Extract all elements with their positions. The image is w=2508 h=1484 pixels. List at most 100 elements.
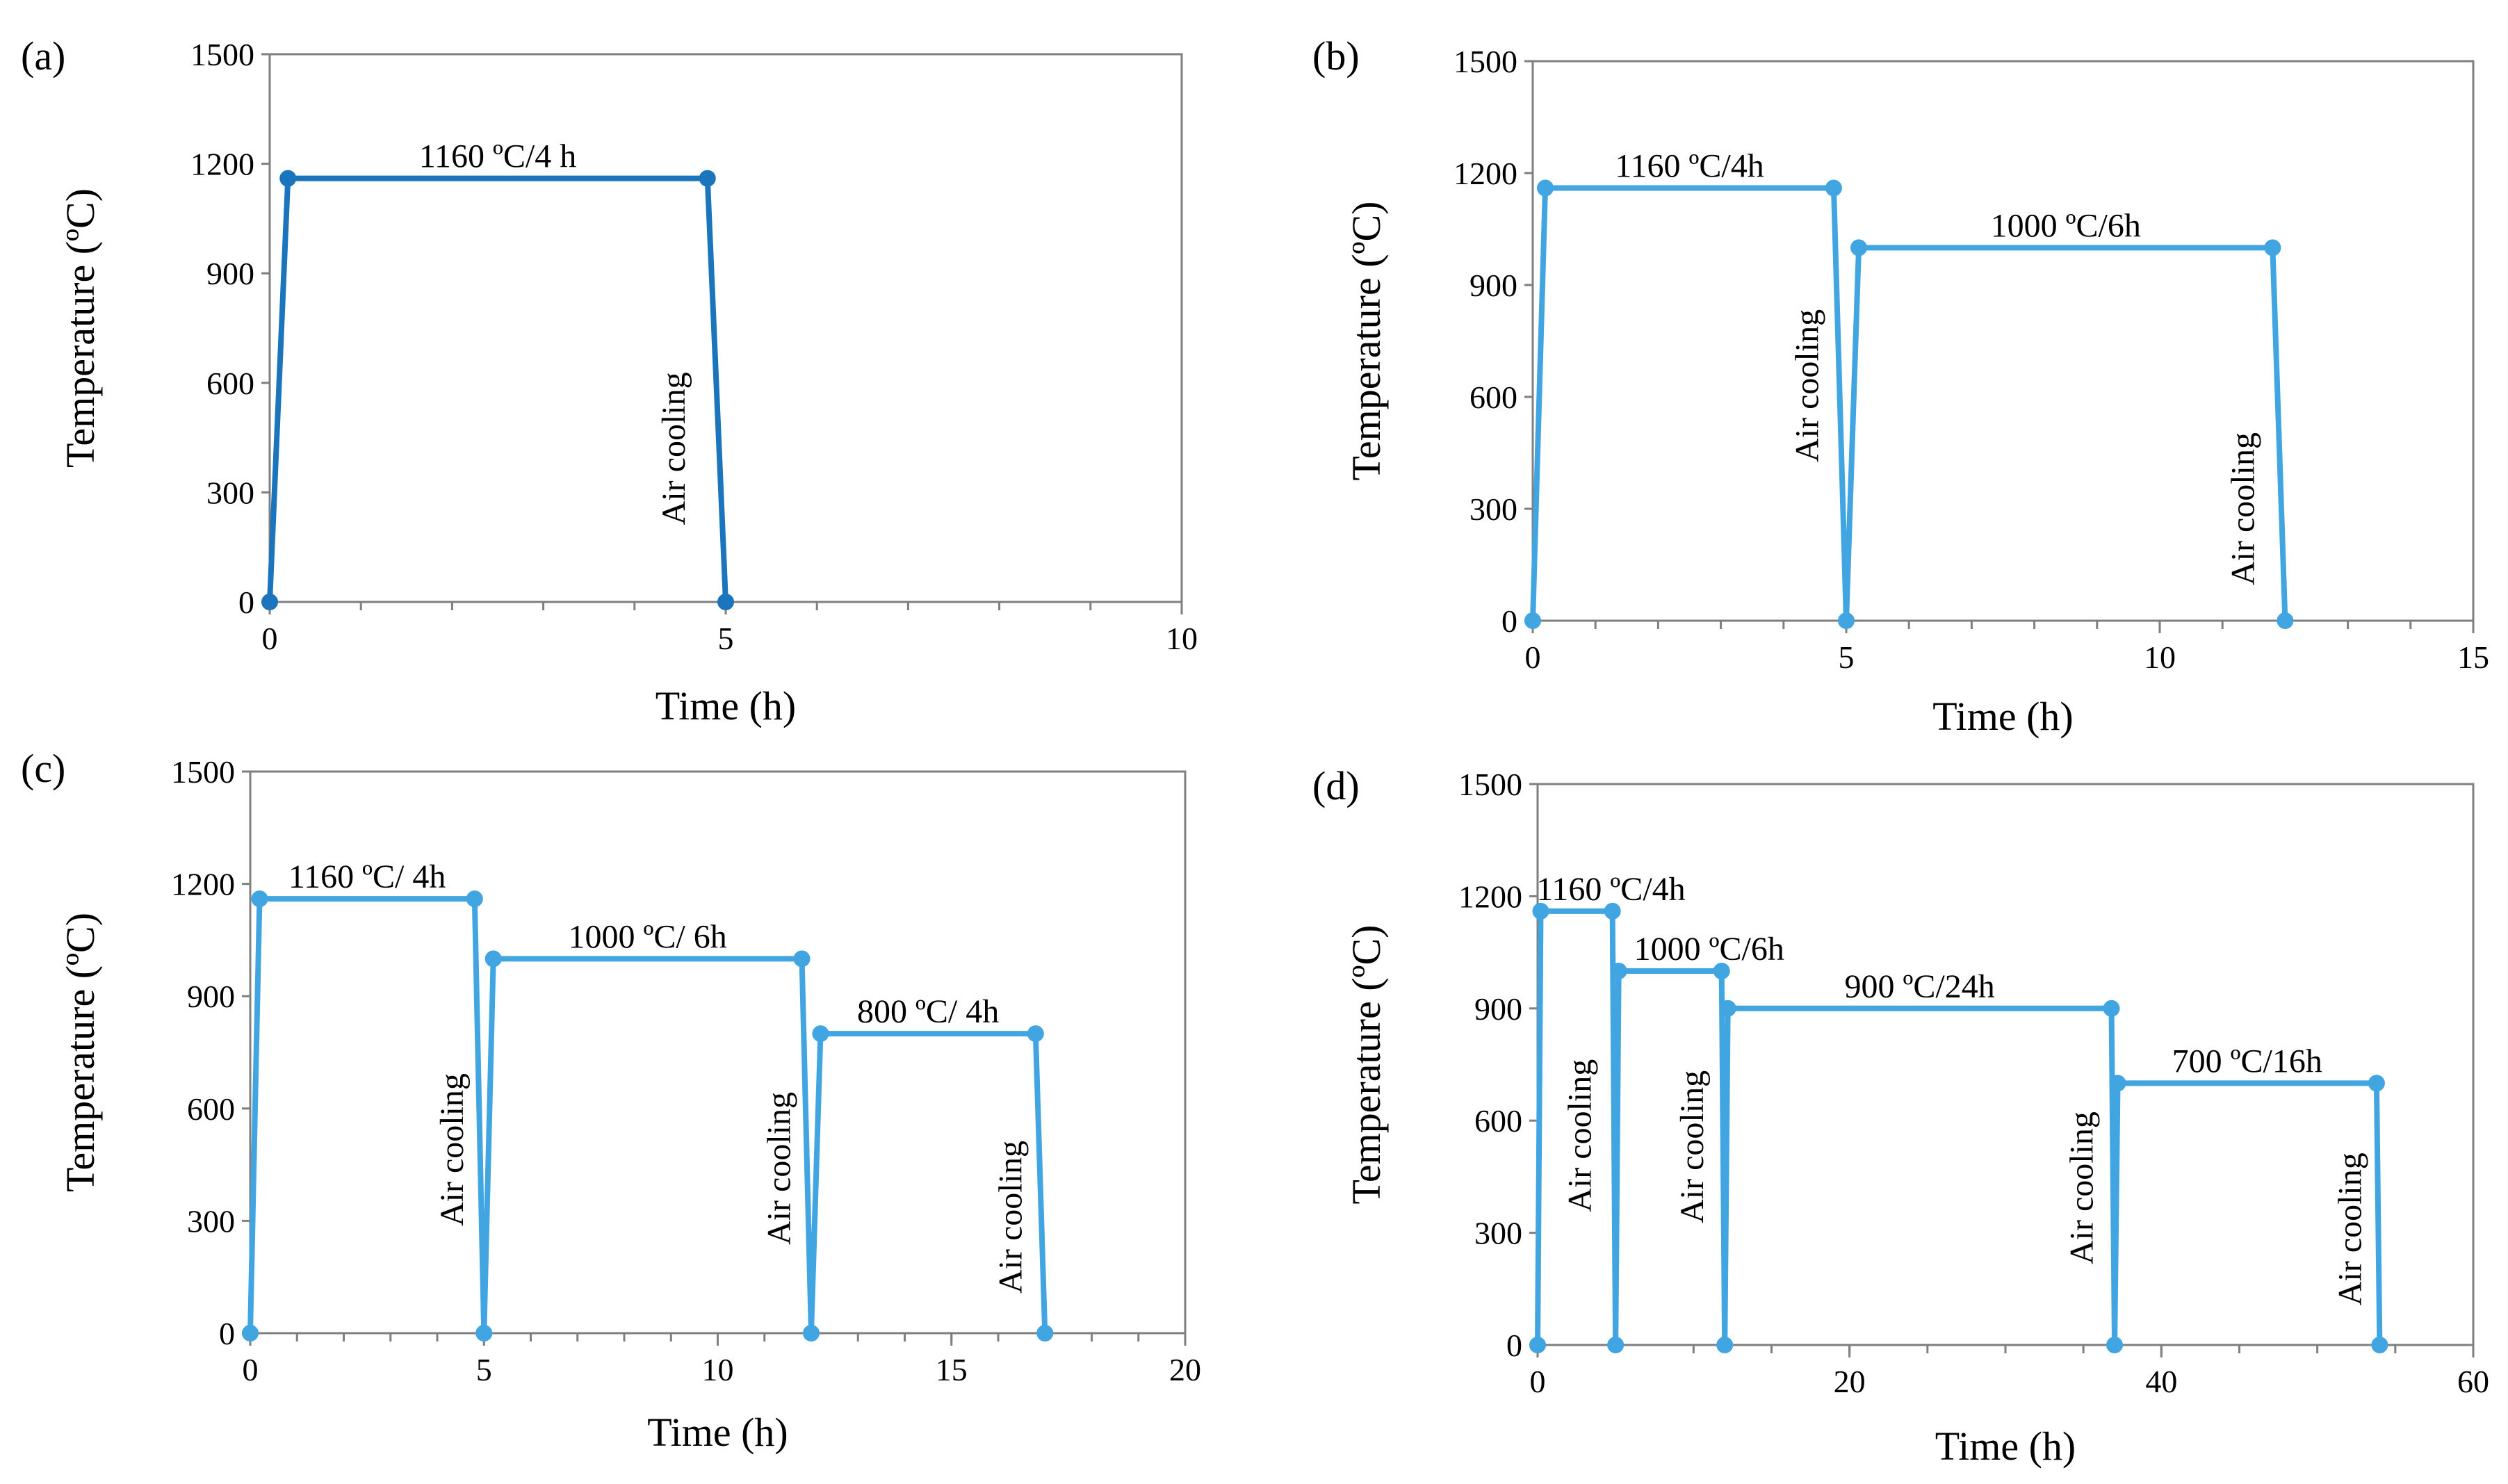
panel-label: (d) bbox=[1312, 763, 1360, 808]
data-point bbox=[1825, 179, 1842, 197]
y-tick-label: 1200 bbox=[171, 867, 235, 902]
cooling-label: Air cooling bbox=[2331, 1152, 2368, 1305]
data-point bbox=[1719, 1000, 1736, 1017]
y-tick-label: 0 bbox=[1501, 603, 1517, 639]
y-tick-label: 600 bbox=[1474, 1103, 1522, 1139]
x-tick-label: 5 bbox=[476, 1352, 492, 1387]
data-point bbox=[2277, 612, 2294, 629]
x-axis-title: Time (h) bbox=[656, 683, 797, 728]
cooling-label: Air cooling bbox=[2064, 1111, 2101, 1264]
hold-label: 1160 ºC/4h bbox=[1615, 147, 1764, 184]
data-point bbox=[279, 170, 297, 187]
x-tick-label: 0 bbox=[1525, 639, 1541, 675]
data-point bbox=[1713, 963, 1730, 979]
x-axis-title: Time (h) bbox=[1935, 1424, 2076, 1469]
hold-label: 1000 ºC/6h bbox=[1991, 207, 2141, 244]
plot-frame bbox=[268, 53, 1183, 603]
data-point bbox=[261, 594, 278, 610]
y-axis-title: Temperature (ºC) bbox=[58, 913, 103, 1192]
data-point bbox=[466, 890, 483, 908]
y-tick-label: 1200 bbox=[1458, 879, 1522, 914]
x-tick-label: 10 bbox=[1166, 621, 1198, 656]
y-tick-label: 1200 bbox=[1454, 156, 1517, 191]
data-point bbox=[2109, 1075, 2126, 1092]
data-point bbox=[1610, 963, 1627, 979]
x-tick-label: 15 bbox=[936, 1352, 968, 1387]
hold-label: 800 ºC/ 4h bbox=[857, 993, 999, 1030]
hold-label: 1160 ºC/ 4h bbox=[288, 858, 446, 895]
y-tick-label: 600 bbox=[1469, 380, 1517, 415]
data-point bbox=[1036, 1325, 1054, 1342]
cooling-label: Air cooling bbox=[993, 1141, 1029, 1294]
chart-panel-d: 0 300 600 900 1200 1500 0 20 40 60 Time (h) Tempera… bbox=[1312, 763, 2489, 1469]
x-tick-label: 5 bbox=[1839, 639, 1855, 675]
data-point bbox=[1027, 1025, 1044, 1043]
y-tick-label: 900 bbox=[1474, 991, 1522, 1027]
data-point bbox=[1716, 1337, 1734, 1353]
hold-label: 1000 ºC/ 6h bbox=[569, 918, 727, 955]
data-point bbox=[803, 1325, 820, 1342]
y-tick-label: 1500 bbox=[1454, 44, 1517, 79]
data-point bbox=[2103, 1000, 2120, 1017]
hold-label: 900 ºC/24h bbox=[1844, 968, 1994, 1005]
x-tick-label: 0 bbox=[243, 1352, 259, 1387]
cooling-label: Air cooling bbox=[1674, 1070, 1711, 1223]
data-point bbox=[1529, 1337, 1546, 1353]
panel-label: (a) bbox=[21, 33, 65, 79]
data-point bbox=[2371, 1337, 2388, 1353]
chart-panel-a: 0 300 600 900 1200 1500 0 5 10 Time (h) Temperatur… bbox=[21, 33, 1198, 728]
data-point bbox=[1850, 239, 1868, 256]
y-tick-label: 0 bbox=[1506, 1328, 1522, 1363]
panel-label: (b) bbox=[1312, 33, 1360, 79]
y-tick-label: 900 bbox=[187, 979, 235, 1014]
cooling-label: Air cooling bbox=[1789, 309, 1825, 462]
data-point bbox=[1838, 612, 1855, 629]
chart-panel-c: 0 300 600 900 1200 1500 0 5 10 15 20 Time (h) Temper… bbox=[21, 746, 1201, 1455]
x-tick-label: 0 bbox=[1530, 1364, 1546, 1399]
x-tick-label: 15 bbox=[2457, 639, 2489, 675]
y-tick-label: 1500 bbox=[1458, 767, 1522, 802]
chart-panel-b: 0 300 600 900 1200 1500 0 5 10 15 Time (h) Temperat… bbox=[1312, 33, 2489, 739]
x-tick-label: 40 bbox=[2145, 1364, 2177, 1399]
x-tick-label: 10 bbox=[2144, 639, 2176, 675]
x-tick-label: 0 bbox=[262, 621, 278, 656]
data-point bbox=[2264, 239, 2281, 256]
y-tick-label: 300 bbox=[1474, 1216, 1522, 1251]
y-axis-title: Temperature (ºC) bbox=[58, 188, 103, 468]
series-line bbox=[267, 175, 728, 603]
cooling-label: Air cooling bbox=[434, 1073, 471, 1226]
x-tick-label: 20 bbox=[1834, 1364, 1866, 1399]
cooling-label: Air cooling bbox=[761, 1092, 798, 1245]
data-point bbox=[717, 594, 734, 610]
y-tick-label: 300 bbox=[1469, 491, 1517, 527]
data-point bbox=[1524, 612, 1541, 629]
y-axis-title: Temperature (ºC) bbox=[1344, 201, 1389, 480]
cooling-label: Air cooling bbox=[656, 372, 692, 525]
data-point bbox=[1607, 1337, 1624, 1353]
cooling-label: Air cooling bbox=[1561, 1059, 1598, 1212]
plot-frame bbox=[1531, 60, 2475, 622]
hold-label: 700 ºC/16h bbox=[2172, 1043, 2322, 1079]
y-tick-label: 1500 bbox=[171, 754, 235, 790]
y-tick-label: 1200 bbox=[190, 147, 254, 182]
data-point bbox=[242, 1325, 259, 1342]
cooling-label: Air cooling bbox=[2224, 432, 2261, 585]
y-tick-label: 900 bbox=[206, 256, 254, 291]
x-axis-title: Time (h) bbox=[647, 1410, 788, 1455]
data-point bbox=[484, 950, 502, 968]
y-tick-label: 900 bbox=[1469, 268, 1517, 303]
x-axis-title: Time (h) bbox=[1932, 694, 2074, 739]
y-tick-label: 600 bbox=[187, 1091, 235, 1127]
data-point bbox=[475, 1325, 493, 1342]
x-tick-label: 20 bbox=[1169, 1352, 1201, 1387]
data-point bbox=[793, 950, 811, 968]
data-point bbox=[1537, 179, 1554, 197]
data-point bbox=[2368, 1075, 2385, 1092]
data-point bbox=[1604, 902, 1621, 920]
series-line bbox=[1530, 185, 2288, 623]
panel-label: (c) bbox=[21, 746, 65, 791]
y-tick-label: 1500 bbox=[190, 37, 254, 72]
data-point bbox=[699, 170, 716, 187]
series-line bbox=[247, 896, 1048, 1336]
